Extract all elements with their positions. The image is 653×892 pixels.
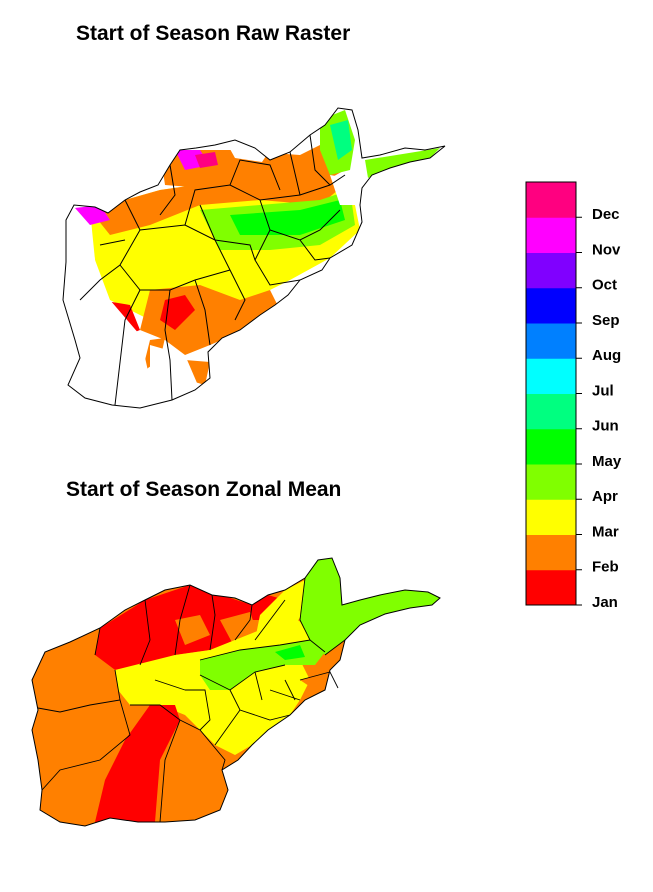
legend-label-jun: Jun: [592, 418, 619, 435]
legend-label-aug: Aug: [592, 347, 621, 364]
legend-label-apr: Apr: [592, 488, 618, 505]
legend-label-oct: Oct: [592, 277, 617, 294]
zonal-mean-title: Start of Season Zonal Mean: [66, 478, 342, 501]
legend-label-nov: Nov: [592, 241, 621, 258]
legend-swatch-apr: [526, 464, 576, 500]
legend-label-jan: Jan: [592, 594, 618, 611]
legend-swatch-sep: [526, 287, 576, 324]
legend-swatch-may: [526, 428, 576, 465]
legend-label-sep: Sep: [592, 312, 620, 329]
legend-swatch-oct: [526, 252, 576, 289]
legend-swatch-feb: [526, 534, 576, 571]
legend-label-feb: Feb: [592, 559, 619, 576]
legend-label-jul: Jul: [592, 382, 614, 399]
raw-raster-title: Start of Season Raw Raster: [76, 22, 351, 45]
legend-swatch-jun: [526, 393, 576, 430]
legend-swatch-jan: [526, 569, 576, 606]
legend-swatch-nov: [526, 217, 576, 253]
legend-swatch-aug: [526, 323, 576, 359]
legend-swatch-dec: [526, 182, 576, 218]
legend-label-dec: Dec: [592, 206, 620, 223]
legend-swatch-jul: [526, 358, 576, 394]
legend-label-mar: Mar: [592, 523, 619, 540]
legend-swatch-mar: [526, 499, 576, 535]
legend-label-may: May: [592, 453, 622, 470]
